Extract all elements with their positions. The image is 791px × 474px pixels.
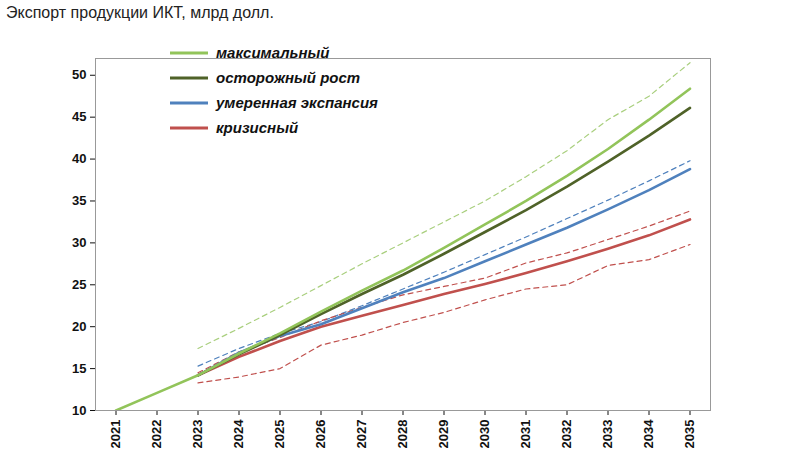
svg-text:20: 20 [72, 319, 86, 334]
svg-text:2032: 2032 [559, 420, 574, 449]
svg-text:2033: 2033 [600, 420, 615, 449]
svg-text:2023: 2023 [190, 420, 205, 449]
svg-text:2031: 2031 [518, 420, 533, 449]
svg-text:2035: 2035 [682, 420, 697, 449]
html-text:кризисный: кризисный [216, 119, 299, 136]
svg-text:2030: 2030 [477, 420, 492, 449]
svg-text:2028: 2028 [395, 420, 410, 449]
svg-text:2026: 2026 [313, 420, 328, 449]
svg-text:30: 30 [72, 235, 86, 250]
html-text:Экспорт продукции ИКТ, млрд до: Экспорт продукции ИКТ, млрд долл. [6, 4, 274, 21]
svg-text:2021: 2021 [108, 420, 123, 449]
html-text:максимальный: максимальный [216, 44, 330, 61]
svg-text:25: 25 [72, 277, 86, 292]
svg-text:2027: 2027 [354, 420, 369, 449]
svg-text:2022: 2022 [149, 420, 164, 449]
html-text:осторожный рост: осторожный рост [216, 69, 361, 86]
svg-text:15: 15 [72, 361, 86, 376]
svg-text:2034: 2034 [641, 419, 656, 449]
svg-text:40: 40 [72, 151, 86, 166]
svg-text:2024: 2024 [231, 419, 246, 449]
svg-text:50: 50 [72, 67, 86, 82]
svg-text:2029: 2029 [436, 420, 451, 449]
svg-text:2025: 2025 [272, 420, 287, 449]
svg-text:10: 10 [72, 403, 86, 418]
html-text:умеренная экспансия: умеренная экспансия [216, 94, 378, 111]
svg-text:35: 35 [72, 193, 86, 208]
svg-text:45: 45 [72, 109, 86, 124]
